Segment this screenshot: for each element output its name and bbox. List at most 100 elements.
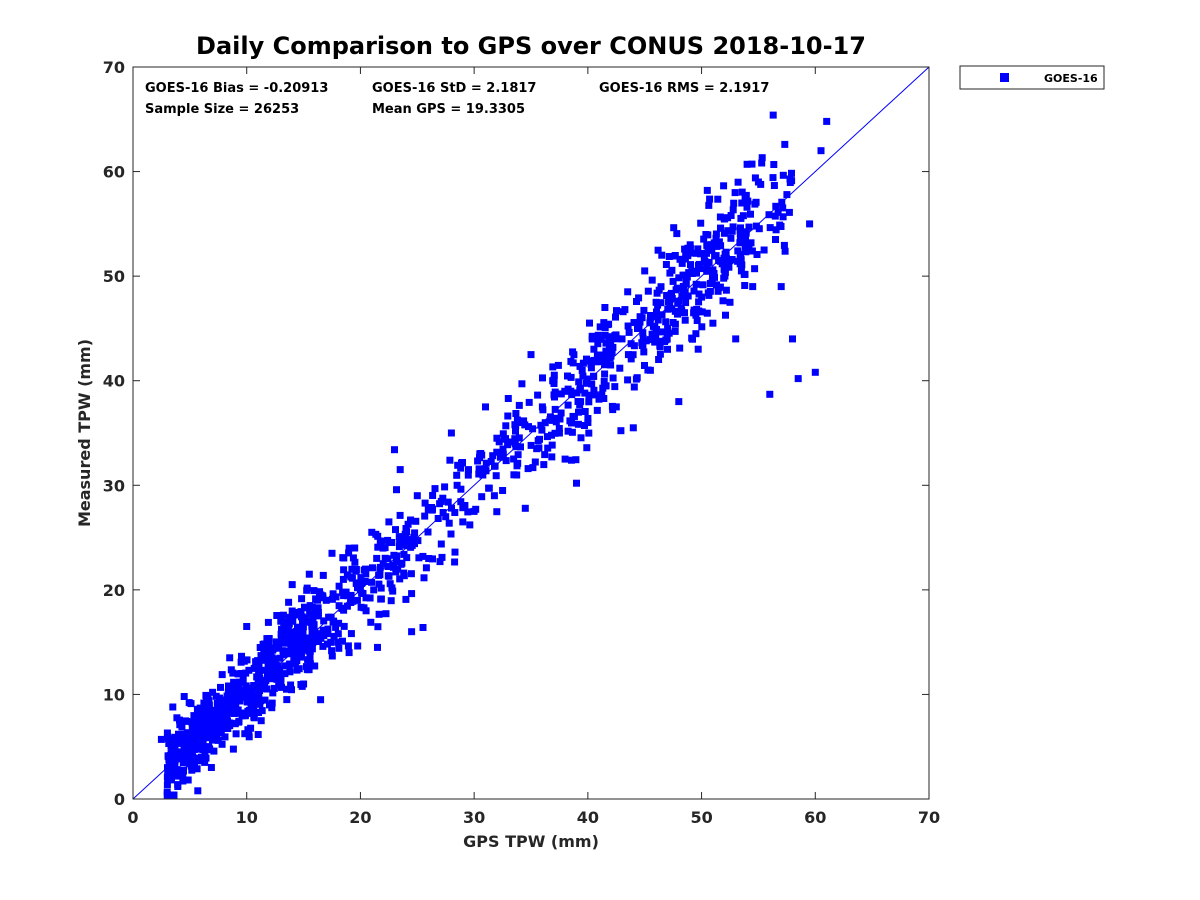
data-point — [168, 776, 175, 784]
data-point — [710, 270, 718, 277]
x-tick-label: 10 — [236, 808, 258, 827]
data-point — [250, 664, 258, 672]
data-point — [569, 412, 577, 420]
data-point — [524, 465, 532, 473]
data-point — [564, 427, 572, 435]
data-point — [710, 239, 718, 247]
data-point — [502, 457, 510, 465]
data-point — [567, 373, 575, 381]
legend-box — [959, 65, 1105, 90]
data-point — [646, 336, 654, 344]
data-point — [581, 408, 589, 415]
data-point — [263, 685, 271, 693]
data-point — [749, 283, 757, 291]
data-point — [711, 273, 718, 281]
data-point — [218, 740, 226, 748]
data-point — [527, 351, 535, 359]
data-point — [317, 630, 325, 638]
data-point — [493, 508, 501, 516]
data-point — [743, 160, 751, 168]
data-point — [392, 568, 400, 576]
data-point — [183, 717, 191, 725]
data-point — [289, 650, 296, 657]
data-point — [451, 548, 459, 556]
data-point — [340, 622, 348, 630]
data-point — [239, 676, 247, 684]
data-point — [662, 261, 670, 268]
data-point — [194, 787, 202, 795]
data-point — [393, 486, 400, 494]
data-point — [247, 688, 255, 696]
data-point — [728, 227, 736, 235]
data-point — [687, 261, 694, 269]
data-point — [577, 434, 585, 442]
data-point — [306, 618, 314, 626]
data-point — [339, 637, 346, 645]
data-point — [437, 497, 445, 505]
data-point — [715, 238, 723, 246]
data-point — [630, 342, 638, 350]
data-point — [774, 208, 782, 216]
data-point — [732, 335, 740, 343]
data-point — [676, 344, 684, 352]
data-point — [427, 505, 435, 512]
data-point — [638, 339, 646, 347]
data-point — [157, 735, 165, 743]
data-point — [447, 429, 455, 437]
data-point — [590, 372, 598, 380]
data-point — [594, 331, 602, 339]
legend: GOES-16 — [959, 65, 1105, 90]
data-point — [667, 291, 675, 298]
data-point — [370, 586, 378, 594]
data-point — [729, 206, 737, 214]
data-point — [257, 697, 265, 705]
data-point — [186, 737, 194, 745]
data-point — [493, 434, 501, 442]
data-point — [218, 714, 226, 722]
data-point — [737, 267, 745, 275]
data-point — [728, 256, 736, 263]
stat-std: GOES-16 StD = 2.1817 — [372, 81, 536, 96]
data-point — [188, 762, 196, 770]
data-point — [734, 178, 742, 186]
data-point — [668, 295, 676, 302]
data-point — [266, 701, 273, 709]
data-point — [777, 283, 785, 291]
data-point — [606, 354, 614, 362]
data-point — [679, 271, 687, 279]
data-point — [666, 269, 674, 277]
data-point — [742, 237, 749, 245]
data-point — [722, 311, 729, 319]
data-point — [682, 299, 690, 307]
data-point — [658, 251, 666, 259]
data-point — [260, 656, 268, 664]
data-point — [389, 587, 397, 595]
data-point — [504, 395, 512, 402]
data-point — [201, 750, 209, 758]
data-point — [584, 415, 592, 422]
data-point — [686, 241, 694, 249]
data-point — [170, 763, 178, 771]
data-point — [657, 328, 665, 336]
x-axis-label: GPS TPW (mm) — [463, 832, 599, 851]
data-point — [607, 361, 615, 369]
data-point — [721, 272, 729, 280]
stat-rms: GOES-16 RMS = 2.1917 — [599, 81, 769, 96]
data-point — [285, 598, 293, 606]
data-point — [772, 226, 780, 234]
data-point — [779, 204, 787, 212]
data-point — [178, 723, 186, 731]
x-tick-label: 30 — [463, 808, 485, 827]
data-point — [298, 637, 306, 645]
data-point — [253, 658, 261, 666]
data-point — [277, 674, 285, 682]
data-point — [554, 361, 562, 369]
data-point — [362, 607, 370, 615]
legend-marker-square — [1000, 73, 1009, 82]
data-point — [709, 319, 717, 327]
data-point — [529, 425, 537, 433]
data-point — [244, 707, 252, 715]
data-point — [171, 757, 179, 765]
data-point — [518, 380, 526, 388]
data-point — [703, 262, 711, 270]
